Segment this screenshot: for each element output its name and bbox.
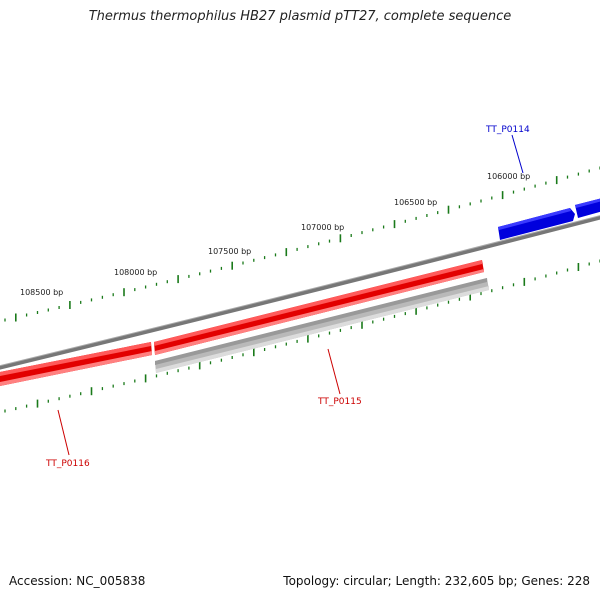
leader-line-TT_P0114 [511, 134, 524, 174]
ruler-label-108000: 108000 bp [114, 268, 157, 277]
accession-text: Accession: NC_005838 [9, 574, 146, 588]
gene-TT_P0116[interactable] [0, 342, 152, 388]
similarity-hit-bar [155, 278, 489, 373]
ruler-label-106500: 106500 bp [394, 198, 437, 207]
ruler-label-108500: 108500 bp [20, 288, 63, 297]
gene-label-TT_P0116[interactable]: TT_P0116 [45, 459, 90, 469]
ruler-label-107000: 107000 bp [301, 223, 344, 232]
leader-line-TT_P0116 [57, 409, 70, 456]
plasmid-backbone-highlight [0, 215, 600, 367]
ruler-label-107500: 107500 bp [208, 247, 251, 256]
ruler-label-106000: 106000 bp [487, 172, 530, 181]
plasmid-backbone [0, 215, 600, 370]
gene-TT_P0115[interactable] [154, 260, 484, 355]
outer-tick-ring [4, 166, 600, 322]
map-title: Thermus thermophilus HB27 plasmid pTT27,… [88, 9, 512, 24]
topology-summary: Topology: circular; Length: 232,605 bp; … [283, 574, 590, 588]
gene-label-TT_P0115[interactable]: TT_P0115 [317, 397, 362, 407]
gene-label-TT_P0114[interactable]: TT_P0114 [485, 125, 530, 135]
leader-line-TT_P0115 [327, 348, 341, 395]
gene-TT_P0114[interactable] [498, 196, 600, 240]
